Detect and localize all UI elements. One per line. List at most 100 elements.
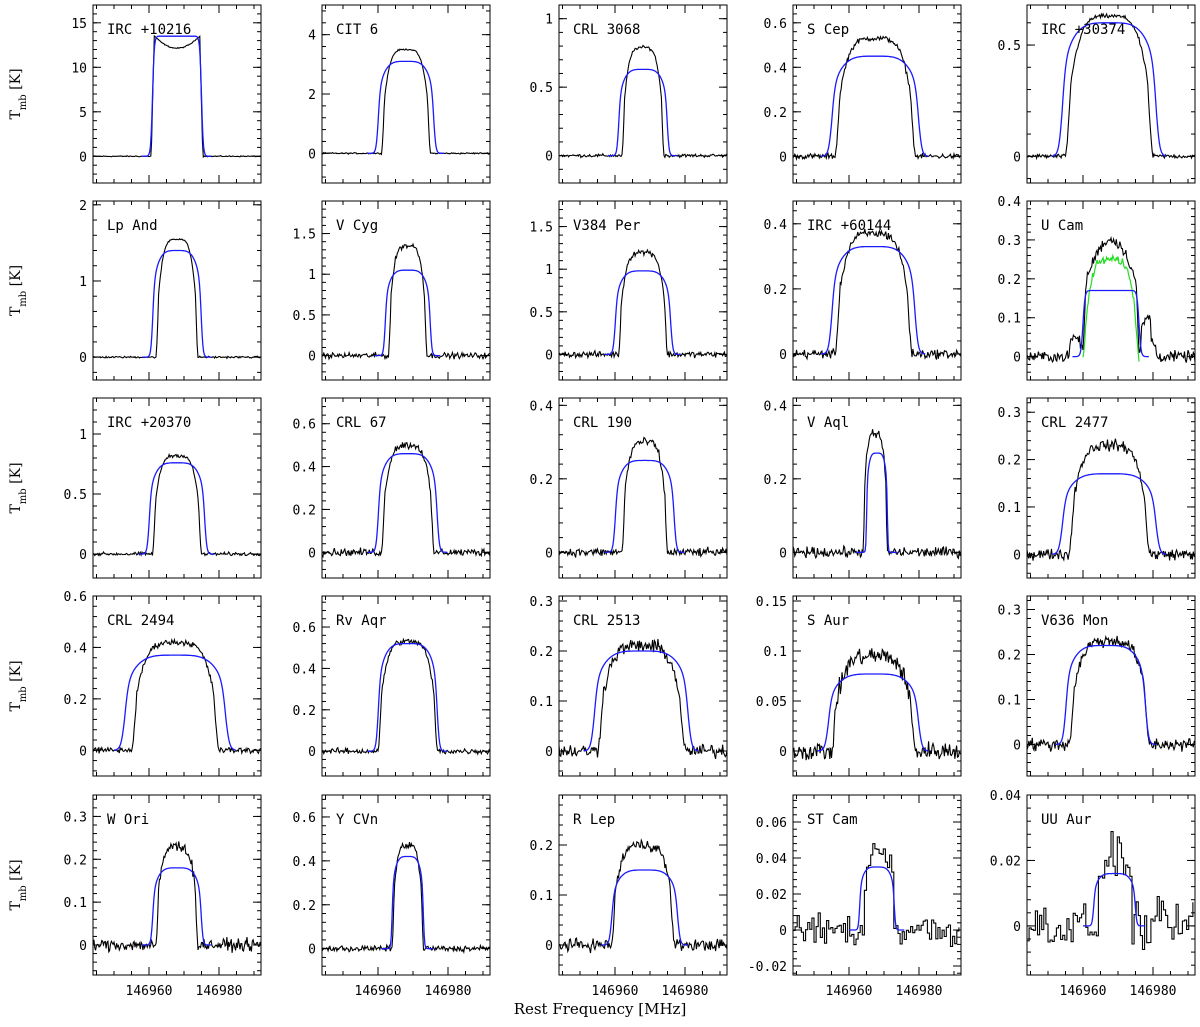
y-tick-label: 0 bbox=[79, 548, 87, 563]
y-tick-label: 0.2 bbox=[293, 899, 316, 914]
y-tick-label: 1.5 bbox=[530, 221, 553, 236]
y-tick-label: 0.1 bbox=[64, 896, 87, 911]
panel-title: R Lep bbox=[573, 812, 615, 828]
y-tick-label: 0.1 bbox=[998, 694, 1021, 709]
y-tick-label: 0 bbox=[308, 943, 316, 958]
model-fit bbox=[1051, 22, 1167, 157]
y-tick-label: 0.2 bbox=[64, 693, 87, 708]
y-tick-label: 0.6 bbox=[764, 17, 787, 32]
model-fit bbox=[142, 249, 212, 358]
panel-crl-190: 0 0.2 0.4 CRL 190 bbox=[530, 397, 728, 579]
y-tick-label: 0 bbox=[779, 546, 787, 561]
y-tick-label: 5 bbox=[79, 106, 87, 121]
panel-frame bbox=[92, 200, 262, 381]
model-fit bbox=[1072, 289, 1149, 358]
y-tick-label: 0.04 bbox=[756, 852, 787, 867]
panel-title: U Cam bbox=[1041, 218, 1083, 234]
y-tick-label: 1 bbox=[79, 275, 87, 290]
observed-spectrum bbox=[559, 838, 727, 954]
y-tick-label: 0.4 bbox=[293, 461, 317, 476]
y-tick-label: 0.4 bbox=[293, 855, 317, 870]
y-tick-label: 0.05 bbox=[756, 695, 787, 710]
panel-v-aql: 0 0.2 0.4 V Aql bbox=[764, 397, 962, 579]
model-fit bbox=[1051, 473, 1167, 555]
y-tick-label: 10 bbox=[71, 61, 87, 76]
y-tick-label: 0 bbox=[779, 348, 787, 363]
panel-frame bbox=[321, 397, 491, 579]
y-tick-label: 1.5 bbox=[293, 228, 316, 243]
x-tick-label: 146960 bbox=[826, 984, 873, 999]
observed-spectrum bbox=[322, 242, 490, 361]
y-tick-label: 1 bbox=[545, 13, 553, 28]
y-tick-label: 0.6 bbox=[64, 590, 87, 605]
panel-frame bbox=[558, 595, 728, 777]
y-tick-label: 0 bbox=[545, 745, 553, 760]
y-title-sub: mb bbox=[18, 686, 29, 702]
y-tick-label: 0.1 bbox=[998, 501, 1021, 516]
y-title-sub: mb bbox=[18, 488, 29, 504]
observed-spectrum bbox=[793, 429, 961, 560]
panel-frame bbox=[792, 200, 962, 381]
model-fit bbox=[138, 462, 215, 555]
y-tick-label: 4 bbox=[308, 29, 316, 44]
panel-title: S Cep bbox=[807, 22, 849, 38]
panel-frame bbox=[321, 595, 491, 777]
observed-spectrum bbox=[93, 841, 261, 954]
panel-irc-60144: 0 0.2 0.4 IRC +60144 bbox=[764, 200, 962, 381]
y-tick-label: 0 bbox=[79, 351, 87, 366]
x-tick-label: 146980 bbox=[896, 984, 943, 999]
observed-spectrum bbox=[322, 637, 490, 756]
y-tick-label: 0.4 bbox=[764, 61, 788, 76]
y-title-main: T bbox=[8, 504, 24, 514]
y-tick-label: 0.2 bbox=[764, 283, 787, 298]
panel-title: V Cyg bbox=[336, 218, 378, 234]
y-tick-label: 1 bbox=[79, 428, 87, 443]
y-tick-label: 0.5 bbox=[293, 309, 316, 324]
observed-spectrum bbox=[793, 35, 961, 162]
y-tick-label: 0.1 bbox=[998, 312, 1021, 327]
x-tick-label: 146960 bbox=[1060, 984, 1107, 999]
model-fit bbox=[604, 459, 685, 553]
panel-title: CRL 3068 bbox=[573, 22, 640, 38]
panel-r-lep: 146960 146980 0 0.1 0.2 R Lep bbox=[530, 794, 728, 999]
y-title-sub: mb bbox=[18, 291, 29, 307]
y-tick-label: 0.5 bbox=[64, 488, 87, 503]
y-tick-label: 0 bbox=[545, 150, 553, 165]
y-tick-label: 0.3 bbox=[530, 595, 553, 610]
y-tick-label: 0.2 bbox=[293, 704, 316, 719]
y-tick-label: 0.4 bbox=[293, 662, 317, 677]
y-tick-label: 0.5 bbox=[998, 39, 1021, 54]
observed-spectrum bbox=[793, 228, 961, 361]
y-tick-label: 0.06 bbox=[756, 816, 787, 831]
model-fit bbox=[381, 855, 434, 950]
panel-v636-mon: 0 0.1 0.2 0.3 V636 Mon bbox=[998, 595, 1196, 777]
model-fit bbox=[374, 269, 441, 357]
y-title-unit: [K] bbox=[8, 68, 24, 94]
y-title-sub: mb bbox=[18, 94, 29, 110]
panel-title: ST Cam bbox=[807, 812, 858, 828]
y-tick-label: 0.2 bbox=[530, 473, 553, 488]
y-tick-label: 0 bbox=[308, 350, 316, 365]
model-fit bbox=[817, 673, 929, 752]
y-title-sub: mb bbox=[18, 885, 29, 901]
panel-title: IRC +30374 bbox=[1041, 22, 1125, 38]
panel-title: CIT 6 bbox=[336, 22, 378, 38]
panel-title: IRC +10216 bbox=[107, 22, 191, 38]
y-tick-label: 0.3 bbox=[998, 234, 1021, 249]
y-tick-label: 0.5 bbox=[530, 81, 553, 96]
observed-spectrum bbox=[793, 843, 960, 947]
model-fit bbox=[849, 866, 905, 931]
observed-spectrum bbox=[559, 436, 727, 558]
y-axis-title: Tmb [K] bbox=[8, 462, 29, 513]
y-title-unit: [K] bbox=[8, 859, 24, 885]
model-fit bbox=[367, 642, 448, 752]
model-fit bbox=[821, 245, 926, 355]
panel-s-aur: 0 0.05 0.1 0.15 S Aur bbox=[756, 595, 962, 777]
observed-spectrum bbox=[1027, 438, 1195, 562]
panel-title: W Ori bbox=[107, 812, 149, 828]
y-tick-label: 0.6 bbox=[293, 418, 316, 433]
y-tick-label: 0.2 bbox=[998, 273, 1021, 288]
panel-title: Lp And bbox=[107, 218, 158, 234]
y-tick-label: 0.3 bbox=[998, 406, 1021, 421]
